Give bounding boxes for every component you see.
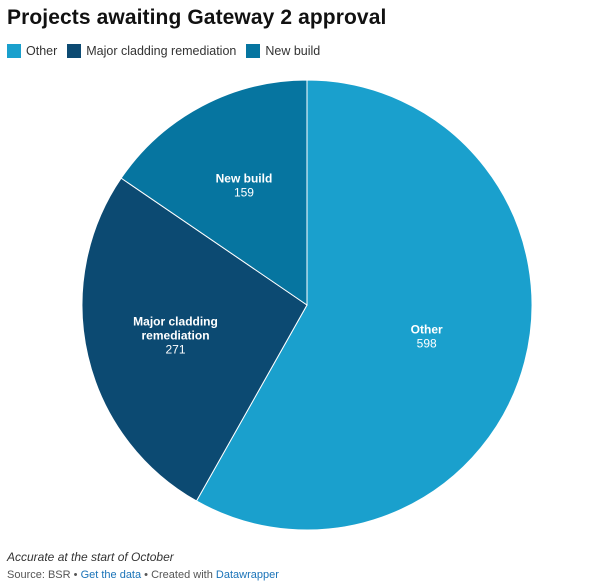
chart-footer: Source: BSR • Get the data • Created wit… (7, 569, 279, 581)
legend-label-new-build: New build (265, 44, 321, 58)
legend-item-major-cladding-remediation: Major cladding remediation (67, 44, 236, 58)
legend-label-major-cladding-remediation: Major cladding remediation (86, 44, 237, 58)
legend: Other Major cladding remediation New bui… (7, 44, 320, 58)
slice-name-other: Other (411, 322, 443, 336)
slice-label-other: Other 598 (411, 322, 443, 350)
slice-label-new-build: New build 159 (216, 172, 273, 200)
legend-label-other: Other (26, 44, 58, 58)
separator: • (70, 569, 81, 581)
slice-name-new-build: New build (216, 172, 273, 186)
legend-swatch-new-build (246, 44, 261, 58)
get-data-link[interactable]: Get the data (80, 569, 142, 581)
slice-name-major-cladding-remediation: Major cladding (133, 315, 218, 329)
created-with-text: • Created with (141, 569, 216, 581)
pie-slice-major-cladding-remediation (81, 177, 308, 502)
slice-name-major-cladding-remediation: remediation (142, 329, 210, 343)
pie-slice-other (195, 79, 533, 531)
slice-label-major-cladding-remediation: Major cladding remediation 271 (133, 315, 218, 357)
slice-value-major-cladding-remediation: 271 (166, 343, 186, 357)
chart-title: Projects awaiting Gateway 2 approval (7, 6, 387, 29)
legend-item-new-build: New build (246, 44, 320, 58)
chart-notes: Accurate at the start of October (7, 550, 174, 564)
pie-slice-new-build (120, 79, 308, 306)
source-text: Source: BSR (7, 569, 71, 581)
legend-item-other: Other (7, 44, 57, 58)
slice-value-other: 598 (417, 336, 437, 350)
legend-swatch-other (7, 44, 21, 58)
legend-swatch-major-cladding-remediation (67, 44, 82, 58)
datawrapper-link[interactable]: Datawrapper (215, 569, 279, 581)
slice-value-new-build: 159 (234, 186, 254, 200)
pie-chart: Other 598 Major cladding remediation 271 New … (81, 79, 533, 531)
